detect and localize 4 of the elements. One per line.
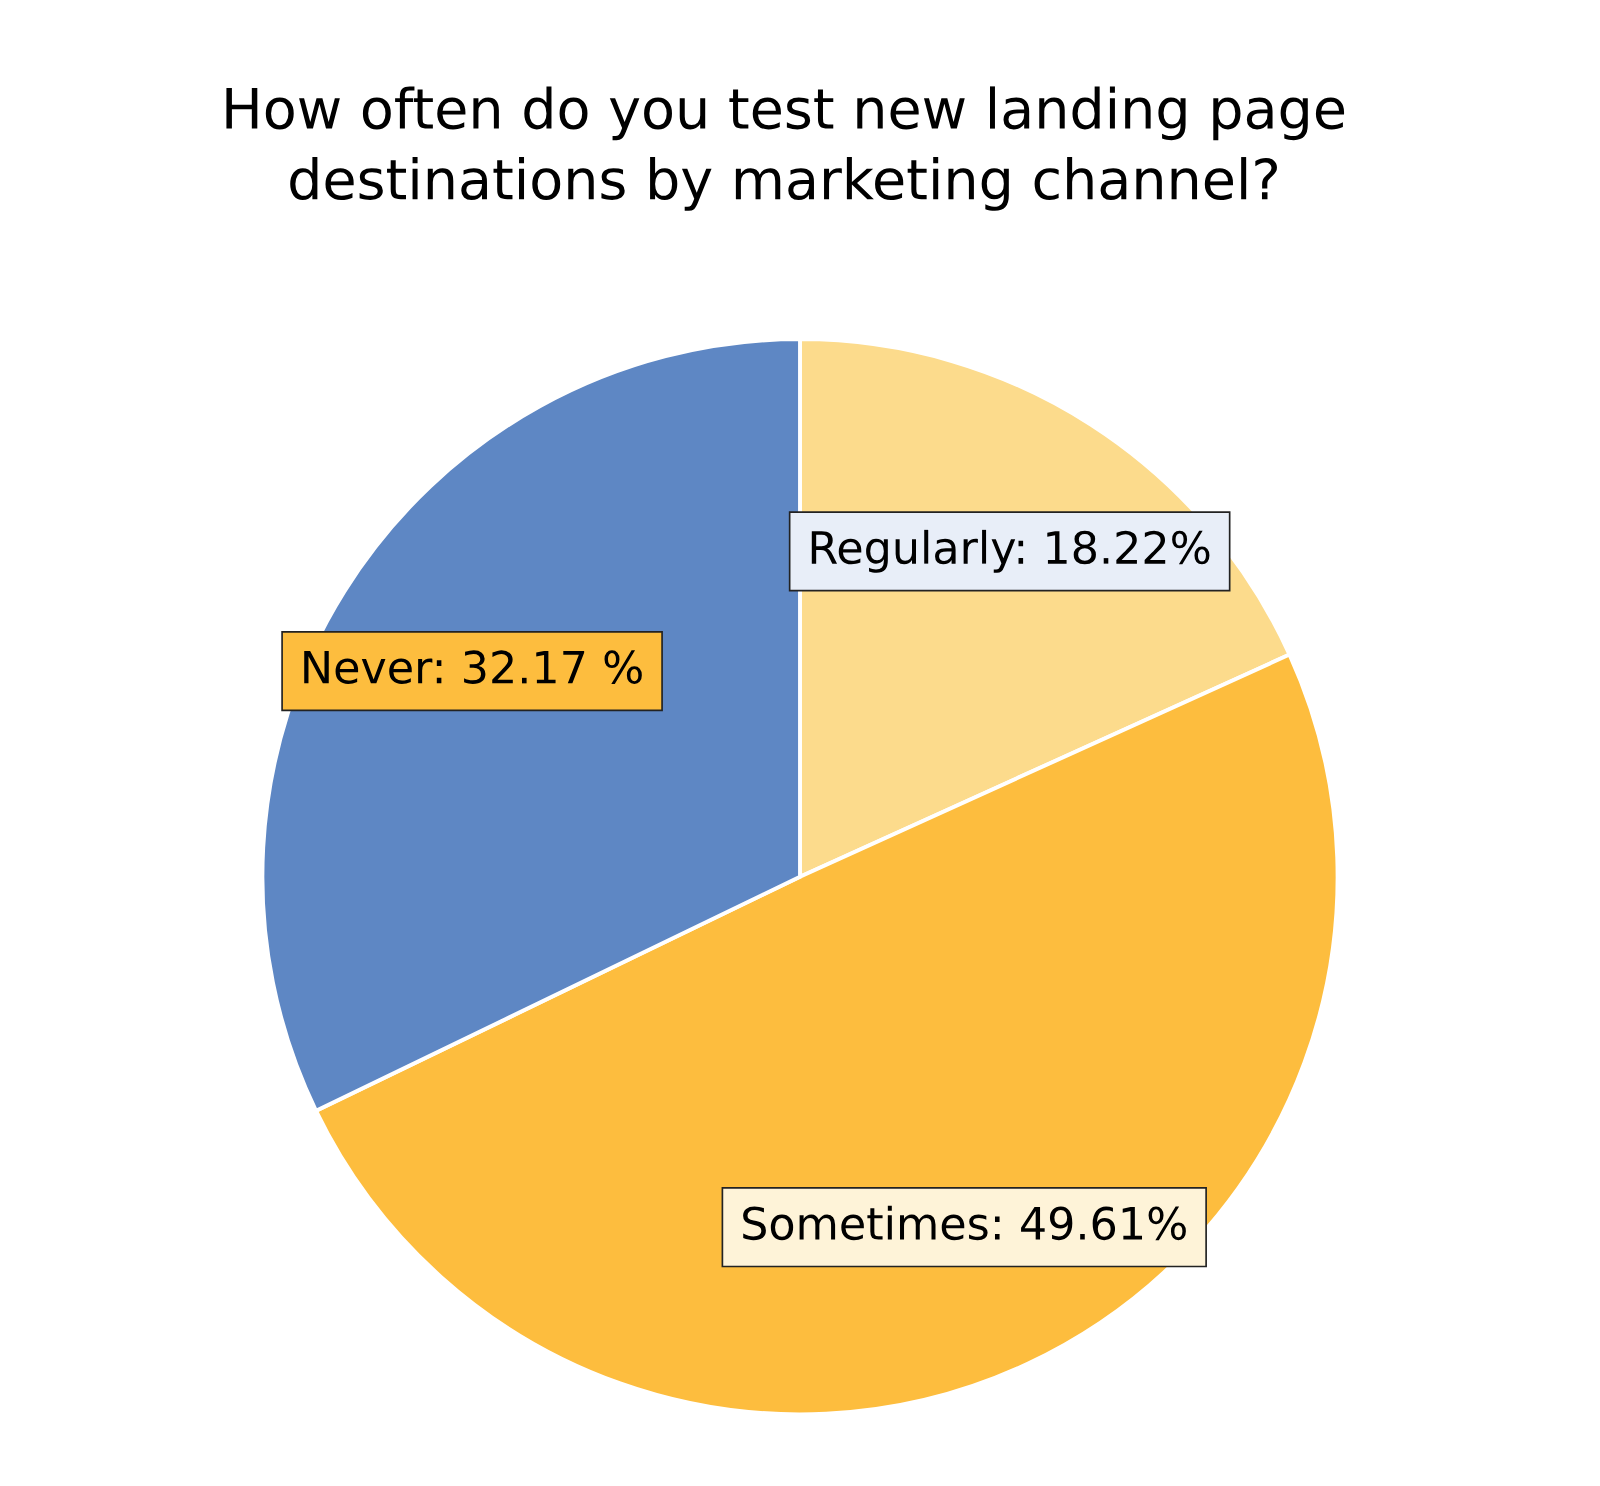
slice-label: Regularly: 18.22% (811, 529, 1210, 573)
slice-label: Never: 32.17 % (304, 650, 642, 684)
chart-title: How often do you test new landing page destinations by marketing channel? (226, 86, 1345, 211)
slice-label: Sometimes: 49.61% (743, 1205, 1186, 1241)
